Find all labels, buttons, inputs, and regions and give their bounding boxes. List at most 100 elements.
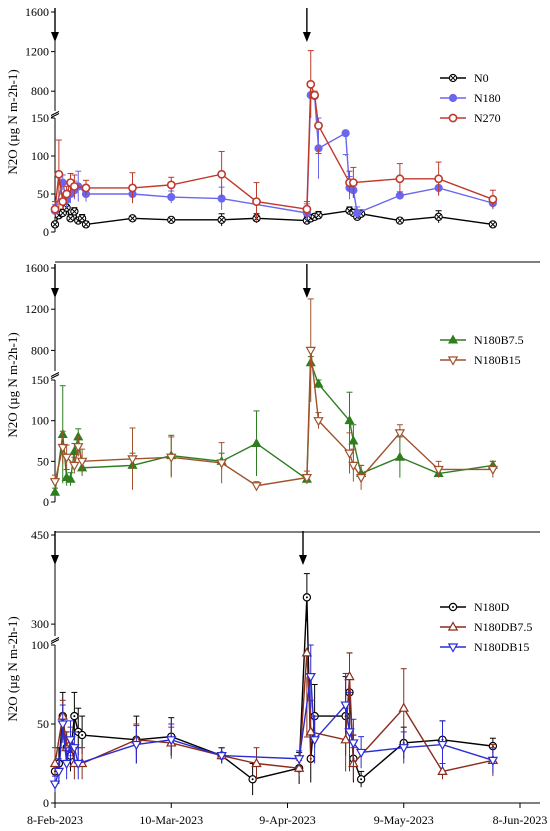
marker	[348, 178, 358, 187]
panel-middle: 0 50 100 150 800 1200 1600 N2O (µg N m-2h-1) N18…	[5, 261, 540, 533]
axis-break-mark	[50, 637, 60, 642]
marker-cross	[168, 217, 174, 223]
x-tick-label: 8-Jun-2023	[493, 813, 548, 827]
marker	[49, 780, 61, 790]
legend-label-N270: N270	[474, 111, 501, 125]
marker	[348, 461, 359, 472]
marker-dot	[305, 596, 308, 599]
marker	[487, 465, 499, 476]
y-tick-label: 150	[31, 111, 49, 125]
marker	[447, 334, 459, 344]
marker	[447, 356, 459, 366]
marker	[53, 767, 65, 778]
marker	[49, 486, 61, 496]
marker	[302, 204, 312, 214]
marker	[50, 204, 60, 214]
marker	[434, 174, 444, 184]
marker-cross	[52, 221, 58, 227]
marker	[340, 701, 351, 711]
series-N180	[50, 91, 497, 223]
legend-label-N180: N180	[474, 91, 501, 105]
series-N0	[50, 201, 498, 229]
marker	[437, 765, 448, 775]
marker-cross	[79, 215, 85, 221]
series-line	[54, 206, 493, 226]
marker-cross	[67, 215, 74, 221]
panel-bottom: 0 50 100 300 450 N2O (µg N m-2h-1) N180D N180DB…	[5, 528, 540, 810]
series-line	[54, 652, 494, 773]
series-N270	[50, 50, 498, 221]
y-tick-label: 0	[43, 225, 49, 239]
legend-label-N180D: N180D	[474, 600, 510, 614]
marker	[49, 757, 61, 768]
marker	[344, 449, 355, 459]
axis-break-mark	[50, 111, 60, 116]
marker	[293, 762, 305, 772]
marker	[310, 90, 320, 100]
marker	[344, 728, 355, 738]
x-tick-label: 8-Feb-2023	[27, 813, 83, 827]
axis-break-mark	[50, 374, 60, 379]
marker	[251, 757, 262, 768]
x-tick-label: 10-Mar-2023	[139, 813, 203, 827]
marker	[49, 478, 61, 488]
y-tick-label: 800	[31, 84, 49, 98]
marker	[348, 739, 359, 749]
legend-label-N180DB7.5: N180DB7.5	[474, 620, 532, 634]
marker	[54, 169, 64, 179]
series-N180DB7.5	[49, 647, 499, 780]
x-tick-label: 9-May-2023	[374, 813, 434, 827]
marker	[348, 435, 359, 445]
y-tick-label: 0	[43, 495, 49, 509]
axis-break-mark	[50, 639, 60, 644]
marker-dot	[73, 715, 76, 718]
marker	[62, 189, 72, 199]
marker	[216, 459, 227, 469]
y-tick-label: 100	[31, 149, 49, 163]
marker-cross	[60, 210, 66, 216]
y-tick-label: 150	[31, 373, 49, 387]
marker	[131, 740, 142, 751]
marker	[355, 748, 367, 759]
legend-label-N180B15: N180B15	[474, 353, 521, 367]
application-arrow-head	[51, 288, 59, 298]
y-tick-label: 800	[31, 343, 49, 357]
series-N180DB15	[49, 644, 499, 792]
series-line	[54, 94, 494, 214]
series-line	[54, 676, 494, 785]
marker-dot	[360, 778, 363, 781]
marker-dot	[452, 606, 454, 608]
y-axis-title: N2O (µg N m-2h-1)	[5, 616, 20, 721]
marker-cross	[219, 217, 225, 223]
y-tick-label: 50	[37, 187, 49, 201]
marker-cross	[436, 214, 442, 220]
marker	[69, 461, 80, 472]
marker	[127, 455, 138, 465]
marker-cross	[129, 215, 136, 221]
marker	[344, 670, 355, 681]
application-arrow-head	[51, 555, 59, 565]
marker	[252, 197, 261, 206]
marker	[58, 197, 68, 206]
application-arrow-head	[51, 32, 59, 42]
panel-top: 0 50 100 150 800 1200 1600 N2O (µg N m-2h-1) N0 N…	[5, 5, 540, 263]
y-axis-title: N2O (µg N m-2h-1)	[5, 332, 20, 437]
y-tick-label: 1200	[25, 302, 49, 316]
marker	[398, 744, 409, 754]
series-line	[54, 362, 493, 493]
marker	[353, 208, 362, 218]
marker	[81, 183, 91, 193]
y-tick-label: 1600	[25, 261, 49, 275]
marker	[394, 451, 405, 461]
legend-label-N0: N0	[474, 71, 489, 85]
marker	[355, 474, 367, 484]
marker	[305, 346, 316, 357]
marker	[57, 443, 68, 454]
y-axis-title: N2O (µg N m-2h-1)	[5, 69, 20, 174]
marker	[448, 113, 458, 123]
marker	[293, 755, 305, 765]
marker	[309, 736, 320, 746]
marker	[251, 437, 262, 447]
marker	[61, 759, 72, 770]
